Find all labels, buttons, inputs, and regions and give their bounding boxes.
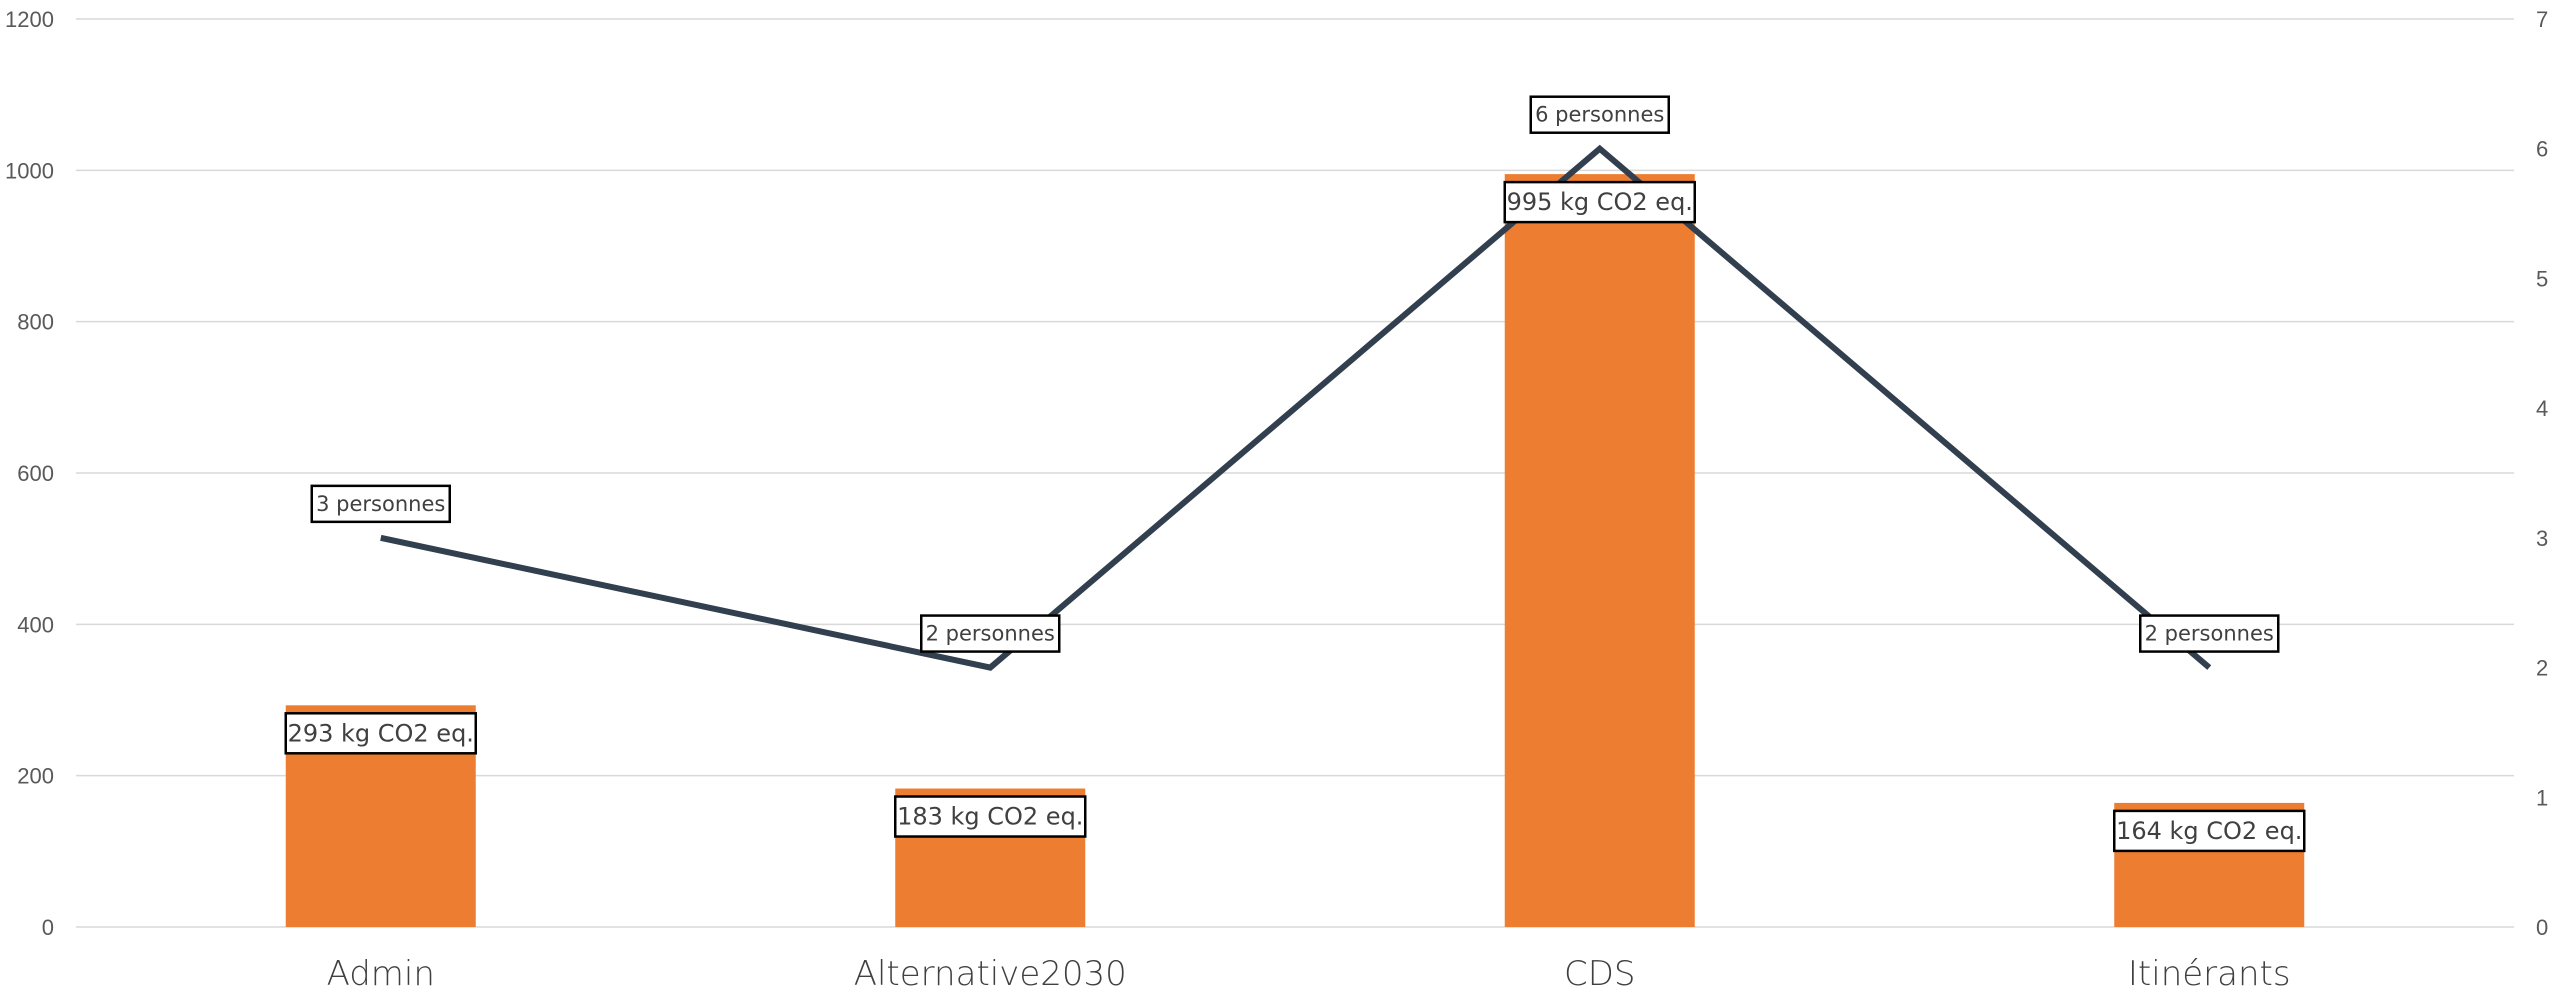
y-right-tick-label: 2	[2536, 656, 2548, 681]
y-right-tick-label: 6	[2536, 137, 2548, 162]
bar	[1504, 174, 1695, 927]
y-right-tick-label: 4	[2536, 396, 2548, 421]
y-left-tick-label: 1000	[5, 158, 54, 183]
y-right-tick-label: 5	[2536, 266, 2548, 291]
line-series-path	[380, 144, 2212, 671]
y-left-tick-label: 1200	[5, 7, 54, 32]
line-data-label-box	[920, 614, 1061, 653]
bar-data-label: 164 kg CO2 eq.	[2116, 817, 2302, 845]
line-data-label-box	[2139, 614, 2280, 653]
line-series	[380, 144, 2212, 671]
line-data-label: 2 personnes	[926, 622, 1055, 646]
line-data-label-box	[1529, 95, 1670, 134]
y-left-tick-label: 200	[17, 764, 54, 789]
bar-data-label-box	[284, 712, 477, 755]
bar-data-label: 995 kg CO2 eq.	[1507, 188, 1693, 216]
y-left-tick-label: 0	[42, 915, 54, 940]
data-labels: 293 kg CO2 eq. 183 kg CO2 eq. 995 kg CO2 e…	[284, 95, 2306, 853]
bar-data-label-box	[1503, 180, 1696, 224]
y-left-tick-label: 400	[17, 612, 54, 637]
bar-data-label: 183 kg CO2 eq.	[897, 803, 1083, 831]
line-data-label: 6 personnes	[1535, 103, 1664, 127]
bar-data-label-box	[2113, 809, 2306, 853]
x-category-label: CDS	[1564, 954, 1636, 988]
line-data-label: 2 personnes	[2145, 622, 2274, 646]
bar-series	[285, 174, 2305, 927]
y-right-tick-label: 0	[2536, 915, 2548, 940]
y-right-tick-label: 1	[2536, 785, 2548, 810]
y-right-tick-label: 7	[2536, 7, 2548, 32]
x-category-label: Alternative2030	[854, 954, 1127, 988]
x-category-label: Admin	[327, 954, 435, 988]
line-data-label-box	[310, 484, 451, 524]
y-right-tick-label: 3	[2536, 526, 2548, 551]
y-left-tick-label: 600	[17, 461, 54, 486]
y-left-tick-label: 800	[17, 310, 54, 335]
bar-data-label-box	[894, 795, 1087, 838]
bar-data-label: 293 kg CO2 eq.	[288, 719, 474, 747]
gridlines	[76, 18, 2514, 928]
line-data-label: 3 personnes	[316, 492, 445, 516]
x-category-label: Itinérants	[2128, 954, 2291, 988]
axes: 0 200 400 600 800 1000 1200 0 1 2 3 4 5 6 7 Admin Altern…	[5, 7, 2548, 988]
